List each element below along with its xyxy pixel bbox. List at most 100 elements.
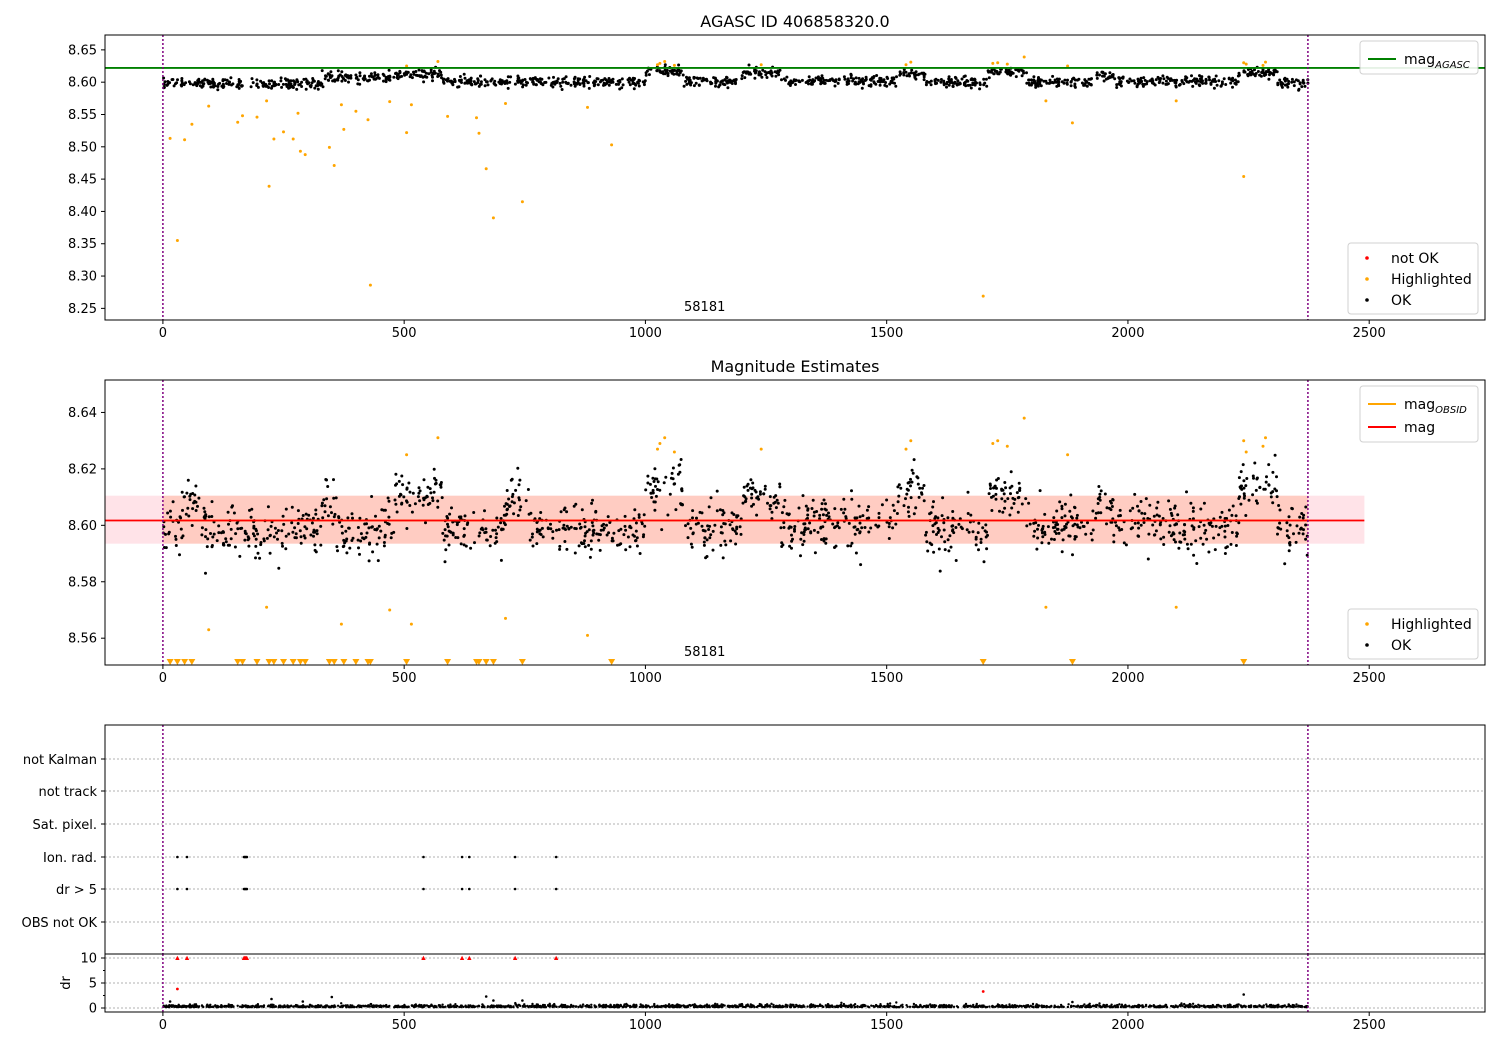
agasc-ok-point	[925, 80, 929, 83]
plot-area	[105, 725, 1485, 954]
dr-point	[927, 1004, 930, 1007]
estimates-ok-point	[1185, 542, 1189, 546]
estimates-ok-point	[1009, 470, 1013, 474]
agasc-ok-point	[1207, 75, 1211, 79]
estimates-ok-point	[1242, 492, 1246, 496]
estimates-ok-point	[653, 477, 657, 481]
dr-point	[467, 1006, 470, 1009]
dr-point	[1158, 1004, 1162, 1007]
agasc-highlighted-point	[342, 127, 346, 131]
estimates-ok-point	[867, 516, 871, 520]
agasc-ok-point	[466, 81, 470, 85]
agasc-ok-point	[1212, 86, 1216, 90]
estimates-ok-point	[1242, 479, 1246, 483]
estimates-ok-point	[436, 499, 440, 503]
estimates-ok-point	[1278, 521, 1282, 525]
agasc-ok-point	[956, 79, 960, 83]
agasc-ok-point	[1108, 71, 1112, 75]
estimates-ok-point	[954, 559, 958, 562]
agasc-ok-point	[373, 77, 377, 81]
dr-point	[625, 1005, 628, 1008]
dr-point	[246, 1004, 249, 1008]
agasc-ok-point	[196, 82, 200, 86]
estimates-highlighted-point	[663, 436, 667, 440]
estimates-ok-point	[653, 467, 657, 471]
agasc-ok-point	[1025, 71, 1028, 75]
estimates-ok-point	[640, 522, 644, 526]
estimates-ok-point	[1142, 517, 1146, 521]
estimates-ok-point	[448, 530, 452, 534]
estimates-ok-point	[1090, 538, 1094, 542]
estimates-ok-point	[589, 539, 593, 543]
dr-point	[651, 1005, 654, 1008]
dr-point	[1026, 1004, 1030, 1007]
dr-point	[1024, 1006, 1027, 1009]
estimates-ok-point	[587, 528, 591, 532]
estimates-ok-point	[549, 527, 553, 531]
estimates-ok-point	[819, 525, 823, 529]
estimates-ok-point	[772, 495, 776, 499]
agasc-ok-point	[498, 82, 502, 85]
estimates-ok-point	[1195, 562, 1199, 565]
agasc-highlighted-point	[303, 153, 307, 157]
dr-point	[453, 1005, 456, 1008]
estimates-ok-point	[842, 511, 846, 515]
agasc-ok-point	[814, 76, 818, 80]
estimates-ok-point	[405, 487, 409, 491]
dr-point	[255, 1005, 258, 1008]
estimates-ok-point	[1244, 514, 1248, 517]
estimates-ok-point	[408, 490, 412, 494]
agasc-highlighted-point	[296, 111, 300, 115]
estimates-ok-point	[503, 523, 507, 527]
agasc-ok-point	[516, 80, 520, 84]
estimates-ok-point	[1128, 509, 1132, 513]
estimates-ok-point	[211, 535, 215, 539]
dr-point	[407, 1005, 410, 1008]
estimates-ok-point	[238, 554, 242, 558]
estimates-ok-point	[809, 530, 813, 534]
estimates-ok-point	[178, 553, 181, 557]
agasc-ok-point	[1211, 79, 1215, 83]
estimates-ok-point	[842, 497, 846, 501]
agasc-ok-point	[1115, 86, 1119, 89]
dr-point	[817, 1005, 820, 1008]
estimates-ok-point	[763, 484, 767, 488]
agasc-ok-point	[1073, 85, 1077, 89]
dr-point	[1105, 1003, 1109, 1007]
dr-point	[206, 1003, 209, 1006]
dr-axis-label: dr	[59, 976, 74, 990]
estimates-ok-point	[797, 506, 801, 510]
agasc-point-legend	[1347, 242, 1479, 315]
estimates-ok-point	[686, 536, 690, 540]
estimates-ok-point	[440, 496, 444, 500]
estimates-ok-point	[834, 544, 838, 548]
estimates-ok-point	[1230, 531, 1234, 534]
estimates-ok-point	[706, 524, 710, 528]
estimates-ok-point	[624, 528, 628, 532]
estimates-ok-point	[433, 482, 437, 486]
estimates-ytick-label: 8.58	[68, 575, 97, 590]
estimates-offscale-marker	[340, 659, 348, 665]
dr-point	[1154, 1005, 1158, 1009]
estimates-ok-point	[887, 525, 891, 529]
dr-point	[938, 1004, 942, 1007]
agasc-ok-point	[1188, 79, 1192, 83]
estimates-ok-point	[196, 504, 199, 508]
agasc-ok-point	[777, 73, 781, 77]
agasc-ok-point	[644, 71, 648, 75]
agasc-ok-point	[1287, 82, 1290, 86]
dr-point	[1293, 1005, 1296, 1008]
estimates-ok-point	[635, 544, 639, 548]
estimates-ok-point	[1241, 463, 1245, 467]
dr-capped-marker	[175, 955, 180, 960]
dr-point	[962, 1005, 966, 1008]
estimates-ok-point	[444, 548, 448, 552]
agasc-ok-point	[592, 81, 595, 85]
agasc-ok-point	[279, 76, 283, 80]
agasc-ok-point	[400, 74, 404, 78]
agasc-highlighted-point	[1242, 61, 1246, 65]
estimates-ok-point	[671, 466, 675, 470]
estimates-ok-point	[507, 497, 511, 501]
estimates-ok-point	[1137, 526, 1141, 530]
dr-point	[891, 1005, 894, 1008]
